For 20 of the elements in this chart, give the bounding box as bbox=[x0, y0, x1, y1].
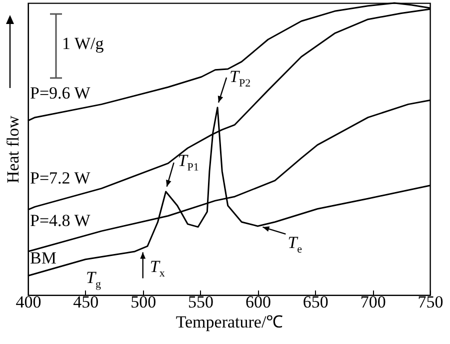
annotation: T$_{x}$ bbox=[150, 257, 165, 280]
x-tick-label: 500 bbox=[130, 292, 156, 312]
x-tick-label: 400 bbox=[16, 292, 42, 312]
annotation: T$_{P1}$ bbox=[178, 150, 199, 174]
annotation: T$_{g}$ bbox=[86, 268, 101, 290]
annotation: T$_{P2}$ bbox=[230, 66, 251, 89]
series-label: P=9.6 W bbox=[30, 84, 92, 103]
x-tick-label: 750 bbox=[418, 292, 444, 312]
x-tick-label: 600 bbox=[245, 292, 271, 312]
y-axis-title: Heat flow bbox=[4, 115, 22, 184]
x-axis-title: Temperature/℃ bbox=[176, 312, 284, 332]
x-tick-label: 650 bbox=[302, 292, 328, 312]
x-tick-label: 550 bbox=[188, 292, 214, 312]
x-tick-label: 700 bbox=[360, 292, 386, 312]
annotation: 1 W/g bbox=[62, 34, 104, 53]
series-label: P=7.2 W bbox=[30, 168, 92, 188]
x-tick-label: 450 bbox=[73, 292, 99, 312]
annotation: T$_{e}$ bbox=[288, 233, 302, 256]
series-label: BM bbox=[30, 248, 56, 268]
series-label: P=4.8 W bbox=[30, 211, 92, 230]
